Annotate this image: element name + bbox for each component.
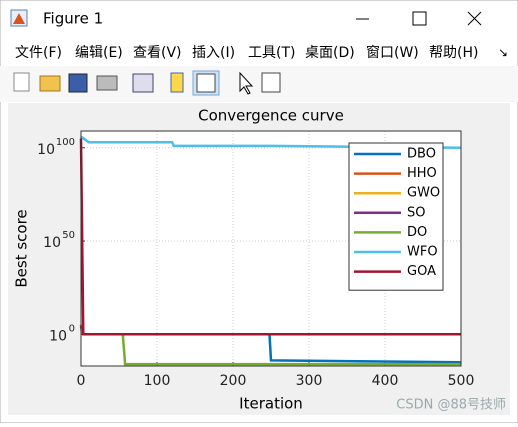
save-icon[interactable] [68, 73, 88, 93]
menu-item[interactable]: 查看(V) [133, 45, 182, 61]
pointer-icon[interactable] [239, 71, 254, 95]
x-tick-label: 0 [77, 373, 86, 389]
legend-box [348, 142, 444, 291]
colorbar-icon[interactable] [170, 72, 184, 93]
y-tick-exponent: 50 [62, 230, 75, 241]
legend-label: GOA [407, 264, 436, 279]
menu-item[interactable]: 插入(I) [192, 45, 235, 61]
menu-item[interactable]: 桌面(D) [305, 45, 355, 61]
menu-item[interactable]: 工具(T) [248, 45, 295, 61]
menu-item[interactable]: 编辑(E) [75, 45, 123, 61]
menu-bar: 文件(F) 编辑(E) 查看(V) 插入(I) 工具(T) 桌面(D) 窗口(W) 帮助(H) [15, 44, 478, 61]
legend-label: HHO [407, 166, 437, 181]
x-tick-label: 400 [372, 373, 399, 389]
series-line [79, 138, 461, 336]
series-line [80, 135, 462, 150]
menu-overflow[interactable]: ↘ [498, 46, 508, 60]
menu-item[interactable]: 窗口(W) [366, 44, 419, 61]
legend-label: WFO [407, 245, 438, 260]
x-tick-label: 200 [220, 373, 247, 389]
x-axis-label: Iteration [239, 395, 303, 413]
menu-item[interactable]: 文件(F) [15, 45, 62, 61]
legend-label: GWO [407, 186, 440, 201]
legend-label: SO [407, 205, 425, 220]
legend-label: DBO [407, 147, 436, 162]
menu-item[interactable]: 帮助(H) [429, 45, 478, 61]
toolbar [0, 66, 518, 102]
print-icon[interactable] [96, 75, 118, 91]
x-tick-label: 500 [448, 373, 475, 389]
maximize-button[interactable] [412, 11, 427, 26]
property-icon[interactable] [261, 72, 281, 93]
close-button[interactable] [467, 11, 482, 26]
x-tick-label: 100 [144, 373, 171, 389]
y-tick-exponent: 0 [69, 323, 75, 334]
y-tick-label: 10 [49, 328, 67, 344]
app-icon-glyph [13, 13, 25, 24]
open-icon[interactable] [39, 75, 61, 92]
y-tick-exponent: 100 [56, 137, 75, 148]
chart-title: Convergence curve [198, 107, 344, 125]
legend-label: DO [407, 225, 427, 240]
x-tick-label: 300 [296, 373, 323, 389]
link-icon[interactable] [132, 73, 154, 93]
axes-box [80, 130, 462, 367]
y-tick-label: 10 [43, 235, 61, 251]
y-axis-label: Best score [13, 209, 31, 287]
new-icon[interactable] [13, 72, 30, 92]
watermark: CSDN @88号技师 [396, 398, 506, 413]
window-title: Figure 1 [43, 10, 103, 28]
y-tick-label: 10 [37, 142, 55, 158]
legend-icon[interactable] [196, 73, 216, 93]
